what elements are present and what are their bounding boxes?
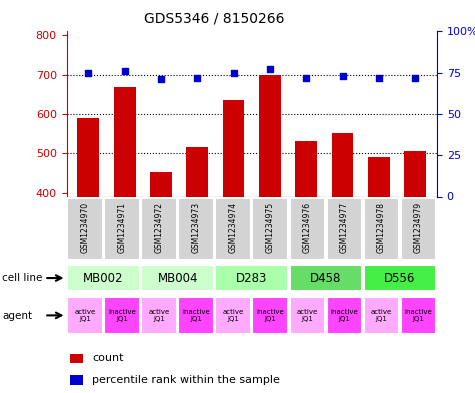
- Text: D283: D283: [236, 272, 267, 285]
- Point: [303, 75, 310, 81]
- FancyBboxPatch shape: [290, 198, 325, 260]
- Text: inactive
JQ1: inactive JQ1: [256, 309, 284, 322]
- FancyBboxPatch shape: [216, 265, 288, 291]
- FancyBboxPatch shape: [216, 297, 251, 334]
- Text: active
JQ1: active JQ1: [75, 309, 95, 322]
- Text: GSM1234977: GSM1234977: [340, 202, 349, 253]
- FancyBboxPatch shape: [67, 297, 103, 334]
- Text: inactive
JQ1: inactive JQ1: [108, 309, 136, 322]
- Text: count: count: [93, 353, 124, 364]
- FancyBboxPatch shape: [142, 297, 177, 334]
- Text: MB004: MB004: [157, 272, 198, 285]
- Bar: [259, 75, 281, 350]
- FancyBboxPatch shape: [179, 297, 214, 334]
- FancyBboxPatch shape: [364, 198, 399, 260]
- Text: GSM1234970: GSM1234970: [81, 202, 89, 253]
- Text: D556: D556: [384, 272, 416, 285]
- Point: [375, 75, 383, 81]
- Bar: [70, 354, 83, 363]
- Bar: [77, 118, 99, 350]
- Text: MB002: MB002: [83, 272, 124, 285]
- Point: [230, 70, 238, 76]
- FancyBboxPatch shape: [364, 265, 436, 291]
- Bar: [114, 87, 135, 350]
- Text: agent: agent: [2, 310, 32, 321]
- FancyBboxPatch shape: [290, 297, 325, 334]
- Text: GSM1234978: GSM1234978: [377, 202, 386, 253]
- Point: [121, 68, 128, 74]
- FancyBboxPatch shape: [327, 198, 362, 260]
- Text: active
JQ1: active JQ1: [297, 309, 318, 322]
- Point: [411, 75, 419, 81]
- Text: GSM1234973: GSM1234973: [192, 202, 200, 253]
- Bar: [295, 141, 317, 350]
- Text: GSM1234971: GSM1234971: [118, 202, 126, 253]
- Bar: [404, 151, 426, 350]
- Text: GSM1234976: GSM1234976: [303, 202, 312, 253]
- Text: inactive
JQ1: inactive JQ1: [405, 309, 432, 322]
- Point: [157, 76, 165, 83]
- Text: D458: D458: [310, 272, 342, 285]
- FancyBboxPatch shape: [216, 198, 251, 260]
- FancyBboxPatch shape: [290, 265, 362, 291]
- FancyBboxPatch shape: [364, 297, 399, 334]
- Text: active
JQ1: active JQ1: [149, 309, 170, 322]
- Text: GSM1234974: GSM1234974: [229, 202, 238, 253]
- FancyBboxPatch shape: [401, 198, 436, 260]
- Text: active
JQ1: active JQ1: [223, 309, 244, 322]
- FancyBboxPatch shape: [104, 198, 140, 260]
- Text: GSM1234979: GSM1234979: [414, 202, 423, 253]
- FancyBboxPatch shape: [142, 198, 177, 260]
- Text: GSM1234972: GSM1234972: [155, 202, 163, 253]
- Bar: [223, 100, 245, 350]
- FancyBboxPatch shape: [179, 198, 214, 260]
- Text: active
JQ1: active JQ1: [371, 309, 392, 322]
- Point: [85, 70, 92, 76]
- FancyBboxPatch shape: [401, 297, 436, 334]
- Text: inactive
JQ1: inactive JQ1: [182, 309, 210, 322]
- Bar: [70, 375, 83, 385]
- Bar: [186, 147, 208, 350]
- FancyBboxPatch shape: [67, 265, 140, 291]
- FancyBboxPatch shape: [253, 198, 288, 260]
- Bar: [332, 133, 353, 350]
- Text: cell line: cell line: [2, 273, 43, 283]
- FancyBboxPatch shape: [142, 265, 214, 291]
- FancyBboxPatch shape: [253, 297, 288, 334]
- Bar: [150, 172, 172, 350]
- Text: GSM1234975: GSM1234975: [266, 202, 275, 253]
- Text: percentile rank within the sample: percentile rank within the sample: [93, 375, 280, 385]
- Point: [193, 75, 201, 81]
- FancyBboxPatch shape: [67, 198, 103, 260]
- Bar: [368, 157, 390, 350]
- Point: [339, 73, 346, 79]
- Point: [266, 66, 274, 73]
- FancyBboxPatch shape: [104, 297, 140, 334]
- FancyBboxPatch shape: [327, 297, 362, 334]
- Text: GDS5346 / 8150266: GDS5346 / 8150266: [143, 12, 284, 26]
- Text: inactive
JQ1: inactive JQ1: [331, 309, 358, 322]
